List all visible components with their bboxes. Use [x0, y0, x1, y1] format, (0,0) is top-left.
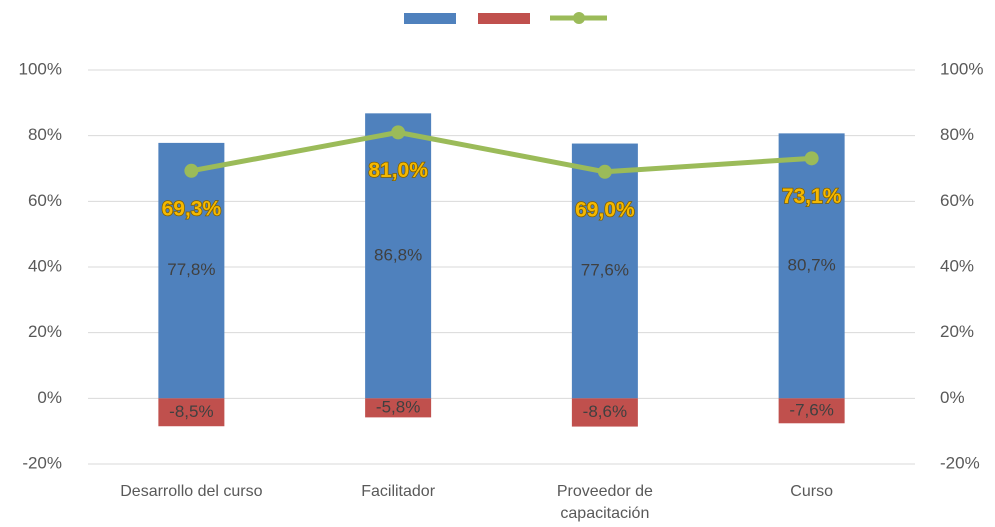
y-tick-label: -20% — [22, 453, 62, 472]
legend-swatch — [478, 13, 530, 24]
bar — [158, 398, 225, 427]
x-tick-label: Curso — [790, 483, 833, 500]
y-tick-label: 60% — [28, 191, 62, 210]
line-data-label: 69,3% — [162, 197, 222, 220]
line-data-label: 73,1% — [782, 185, 842, 208]
x-tick-label: Desarrollo del curso — [120, 483, 263, 500]
y-tick-label: 20% — [28, 322, 62, 341]
bar — [778, 398, 845, 424]
data-label: -5,8% — [376, 397, 420, 416]
data-label: -8,5% — [169, 402, 213, 421]
y2-tick-label: 60% — [940, 191, 974, 210]
data-label: 77,6% — [581, 260, 629, 279]
y2-tick-label: 100% — [940, 59, 983, 78]
y2-tick-label: 40% — [940, 256, 974, 275]
line-point — [184, 163, 199, 178]
y-tick-label: 0% — [37, 388, 62, 407]
y2-tick-label: 0% — [940, 388, 965, 407]
line-data-label: 69,0% — [575, 198, 635, 221]
y2-tick-label: -20% — [940, 453, 980, 472]
legend-swatch — [404, 13, 456, 24]
x-tick-label: Facilitador — [361, 483, 436, 500]
bar — [778, 133, 845, 399]
line-point — [391, 125, 406, 140]
bar — [571, 398, 638, 427]
data-label: 77,8% — [167, 260, 215, 279]
data-label: -7,6% — [789, 400, 833, 419]
line-point — [804, 151, 819, 166]
bar — [365, 113, 432, 399]
bar — [158, 142, 225, 399]
line-point — [597, 164, 612, 179]
y-tick-label: 40% — [28, 256, 62, 275]
line-data-label: 81,0% — [368, 159, 428, 182]
bar — [365, 398, 432, 418]
y-tick-label: 80% — [28, 125, 62, 144]
data-label: -8,6% — [583, 402, 627, 421]
bar — [571, 143, 638, 399]
x-tick-label: Proveedor de capacitación — [556, 483, 653, 522]
line — [190, 129, 812, 175]
y2-tick-label: 20% — [940, 322, 974, 341]
data-label: 80,7% — [788, 255, 836, 274]
data-label: 86,8% — [374, 245, 422, 264]
y2-tick-label: 80% — [940, 125, 974, 144]
y-tick-label: 100% — [19, 59, 62, 78]
legend-swatch-marker — [573, 12, 585, 24]
